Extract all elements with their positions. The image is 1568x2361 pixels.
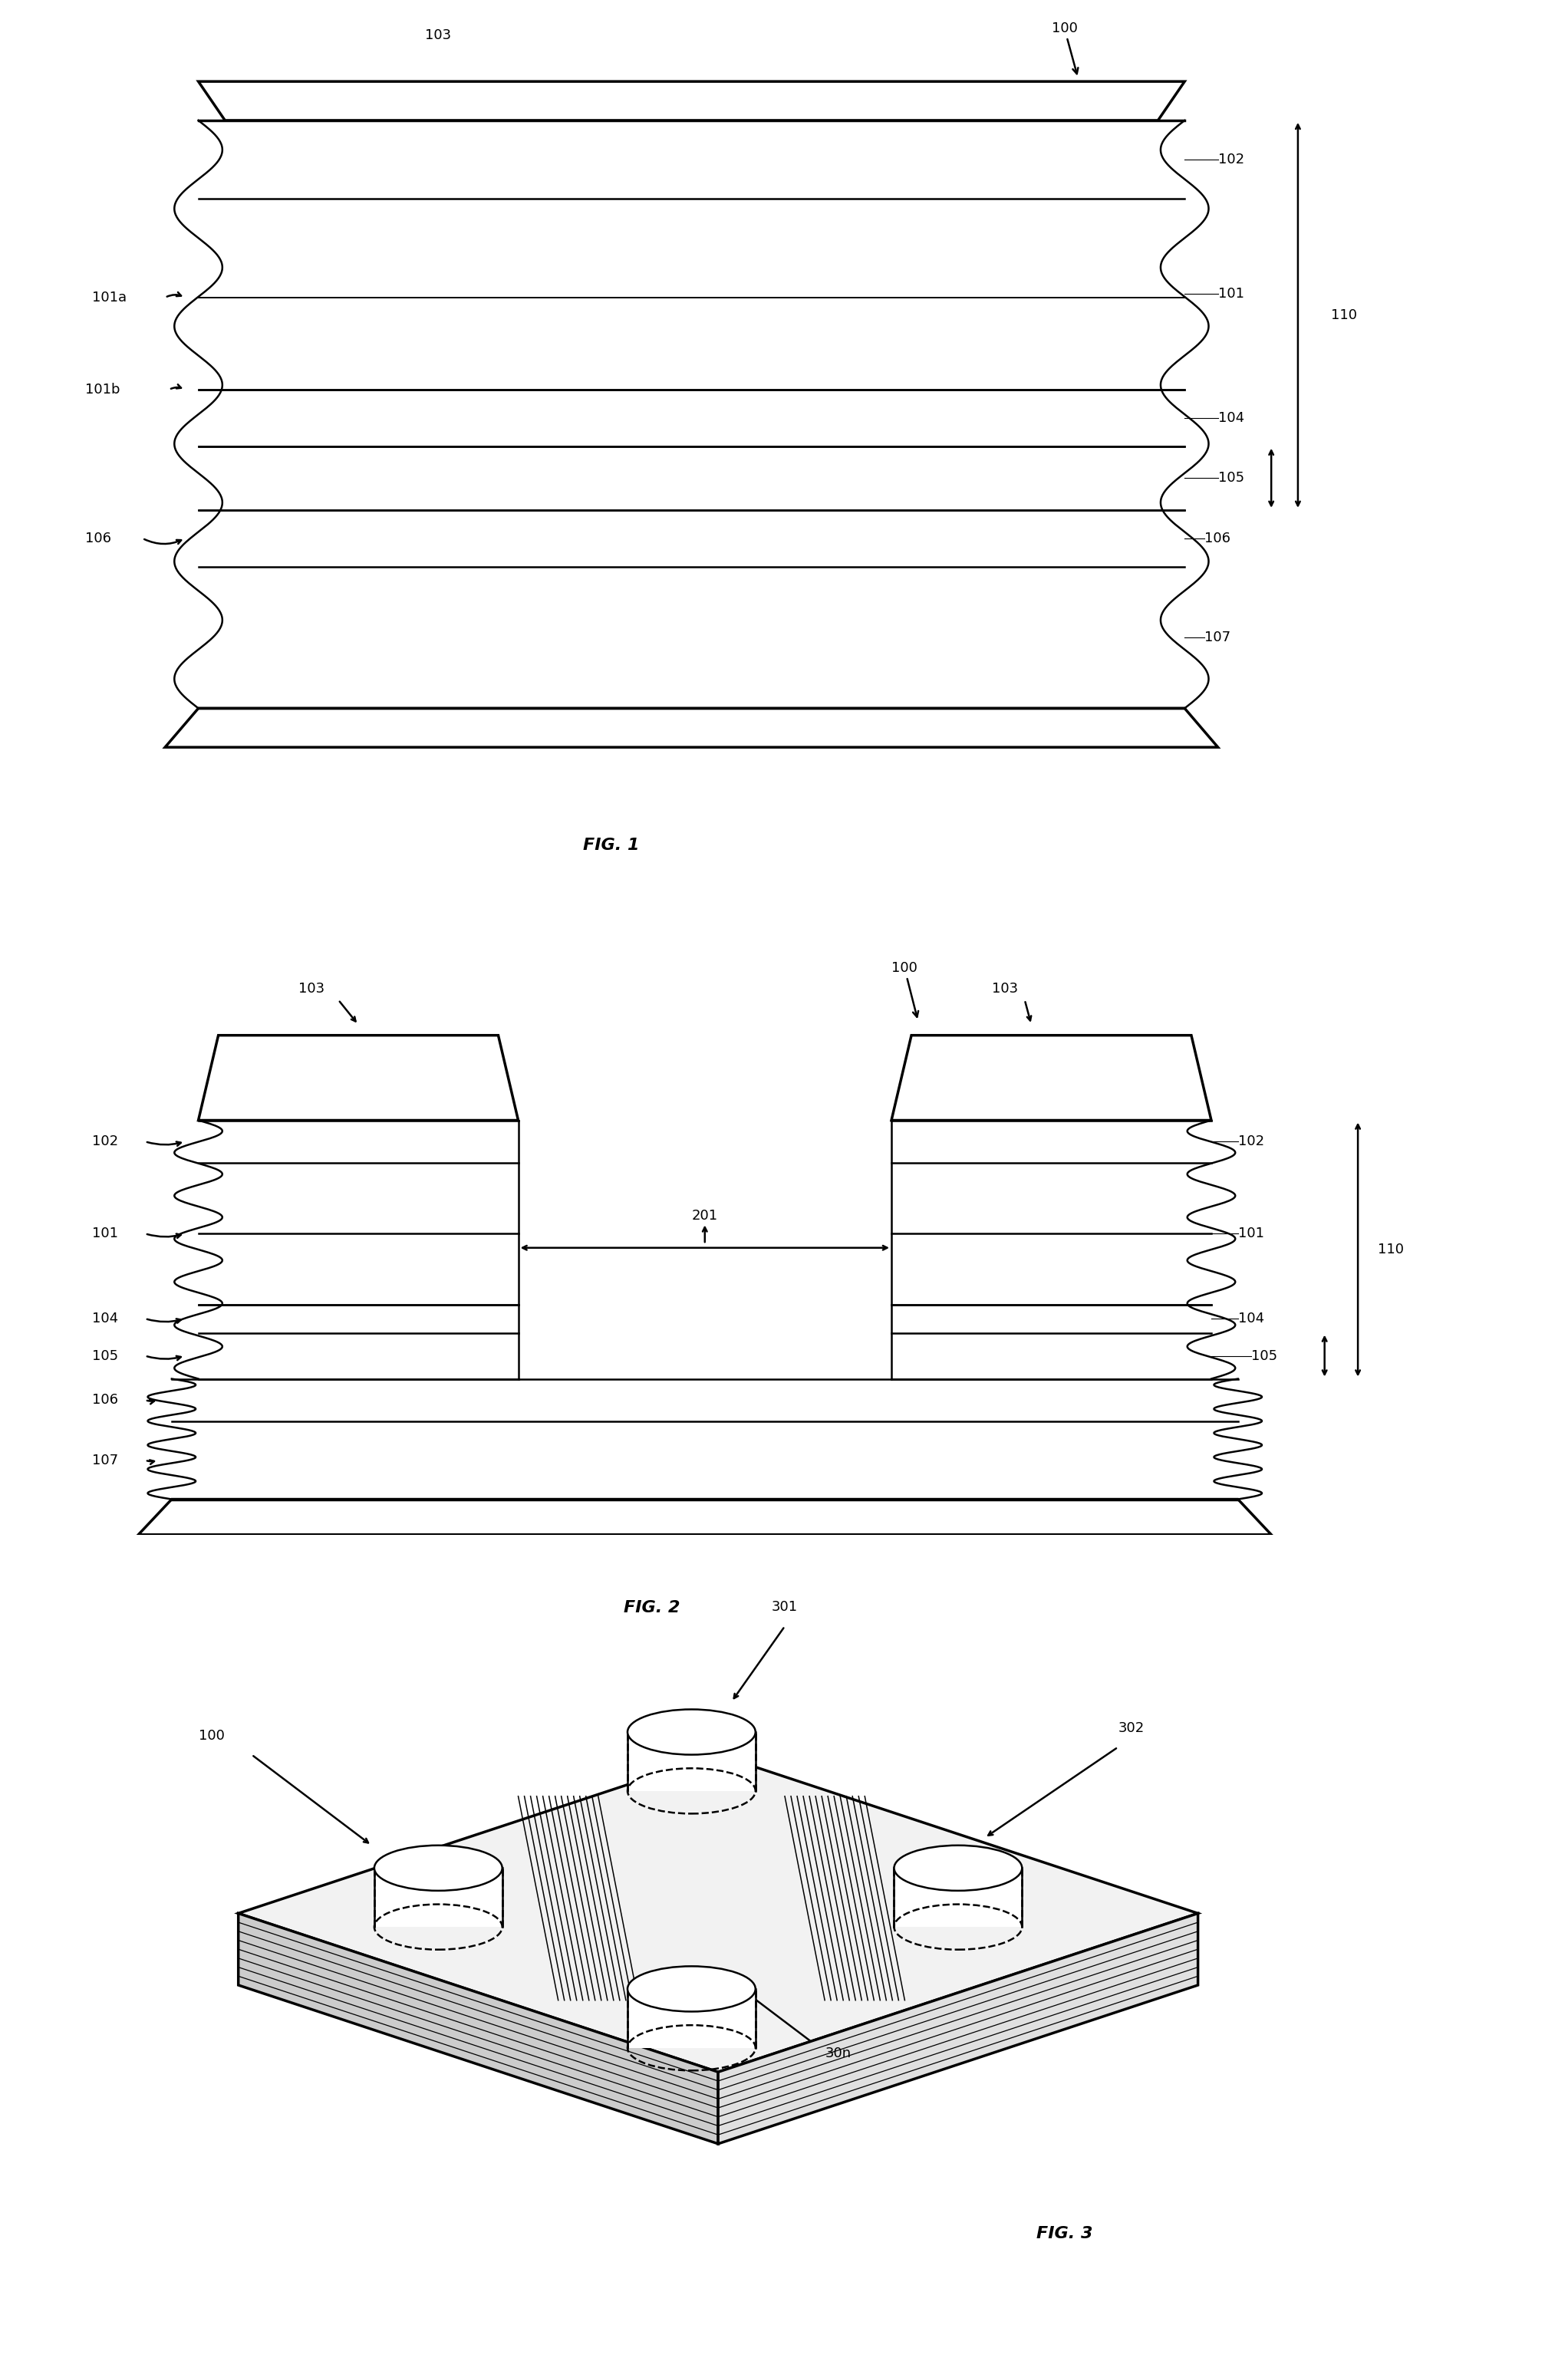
Text: 103: 103 [298, 982, 325, 996]
Text: 104: 104 [1218, 411, 1243, 425]
Text: 101: 101 [91, 1228, 118, 1240]
Text: 101: 101 [1218, 288, 1243, 300]
Text: 103: 103 [991, 982, 1018, 996]
Text: 101: 101 [1239, 1228, 1264, 1240]
Polygon shape [165, 708, 1218, 746]
Polygon shape [138, 1499, 1272, 1535]
Polygon shape [891, 1036, 1210, 1121]
Text: 105: 105 [1251, 1348, 1278, 1362]
Text: FIG. 3: FIG. 3 [1036, 2226, 1093, 2241]
Text: 100: 100 [199, 1728, 224, 1742]
Ellipse shape [894, 1846, 1022, 1891]
Text: 106: 106 [85, 531, 111, 545]
Text: 102: 102 [1239, 1136, 1264, 1147]
Bar [627, 1733, 756, 1792]
Bar [198, 120, 1185, 708]
Bar [627, 1988, 756, 2047]
Text: 110: 110 [1378, 1242, 1403, 1256]
Text: 101b: 101b [85, 382, 121, 397]
Polygon shape [238, 1912, 718, 2144]
Text: 201: 201 [691, 1209, 718, 1223]
Text: 107: 107 [91, 1454, 118, 1466]
Bar [198, 1121, 519, 1379]
Text: 103: 103 [425, 28, 452, 42]
Text: 301: 301 [771, 1601, 798, 1615]
Text: 101a: 101a [91, 290, 127, 305]
Bar [891, 1121, 1212, 1379]
Ellipse shape [627, 1709, 756, 1754]
Bar [894, 1868, 1022, 1927]
Polygon shape [718, 1912, 1198, 2144]
Text: 106: 106 [1204, 531, 1231, 545]
Text: 105: 105 [1218, 472, 1243, 484]
Ellipse shape [627, 1967, 756, 2012]
Text: 107: 107 [1204, 630, 1231, 645]
Text: 30n: 30n [825, 2047, 851, 2059]
Text: 105: 105 [91, 1348, 118, 1362]
Text: 102: 102 [91, 1136, 118, 1147]
Polygon shape [198, 80, 1185, 120]
Bar [172, 1379, 1239, 1499]
Text: 104: 104 [91, 1313, 118, 1325]
Text: FIG. 2: FIG. 2 [624, 1601, 679, 1615]
Bar [375, 1868, 502, 1927]
Polygon shape [198, 1036, 519, 1121]
Ellipse shape [375, 1846, 502, 1891]
Text: 100: 100 [891, 961, 919, 1018]
Polygon shape [238, 1754, 1198, 2073]
Text: 104: 104 [1239, 1313, 1264, 1325]
Text: 110: 110 [1331, 309, 1358, 321]
Text: 102: 102 [1218, 153, 1243, 165]
Text: 302: 302 [1118, 1721, 1145, 1735]
Text: FIG. 1: FIG. 1 [583, 838, 640, 852]
Text: 100: 100 [1052, 21, 1079, 73]
Text: 106: 106 [91, 1393, 118, 1407]
